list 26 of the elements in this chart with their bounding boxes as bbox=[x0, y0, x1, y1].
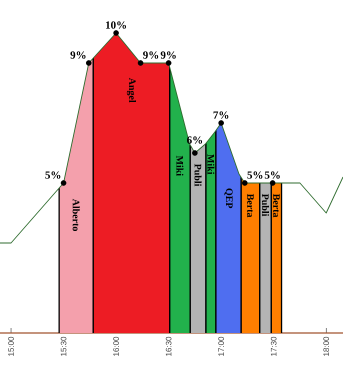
data-label: 5% bbox=[247, 171, 262, 179]
band-label: Alberto bbox=[72, 198, 80, 232]
data-label: 5% bbox=[264, 171, 280, 179]
point bbox=[60, 180, 66, 186]
band-label: Angel bbox=[126, 78, 136, 102]
band-label: Miki bbox=[207, 154, 214, 174]
data-label: 9% bbox=[160, 51, 176, 59]
point bbox=[218, 120, 224, 126]
data-label: 5% bbox=[45, 171, 60, 179]
point bbox=[242, 180, 248, 186]
band-label: Miki bbox=[176, 156, 184, 176]
band-label: Publi bbox=[262, 194, 269, 216]
point bbox=[86, 60, 92, 66]
point bbox=[166, 60, 172, 66]
point bbox=[192, 150, 198, 156]
point bbox=[270, 180, 276, 186]
data-label: 10% bbox=[106, 21, 126, 29]
band-label: QEP bbox=[224, 188, 233, 208]
band-label: Berta bbox=[247, 194, 254, 218]
band-label: Berta bbox=[273, 194, 280, 218]
point bbox=[113, 30, 119, 36]
data-label: 9% bbox=[143, 51, 158, 59]
data-label: 7% bbox=[214, 111, 228, 119]
data-label: 9% bbox=[70, 51, 86, 59]
point bbox=[138, 60, 144, 66]
band-label: Publi bbox=[194, 164, 202, 186]
